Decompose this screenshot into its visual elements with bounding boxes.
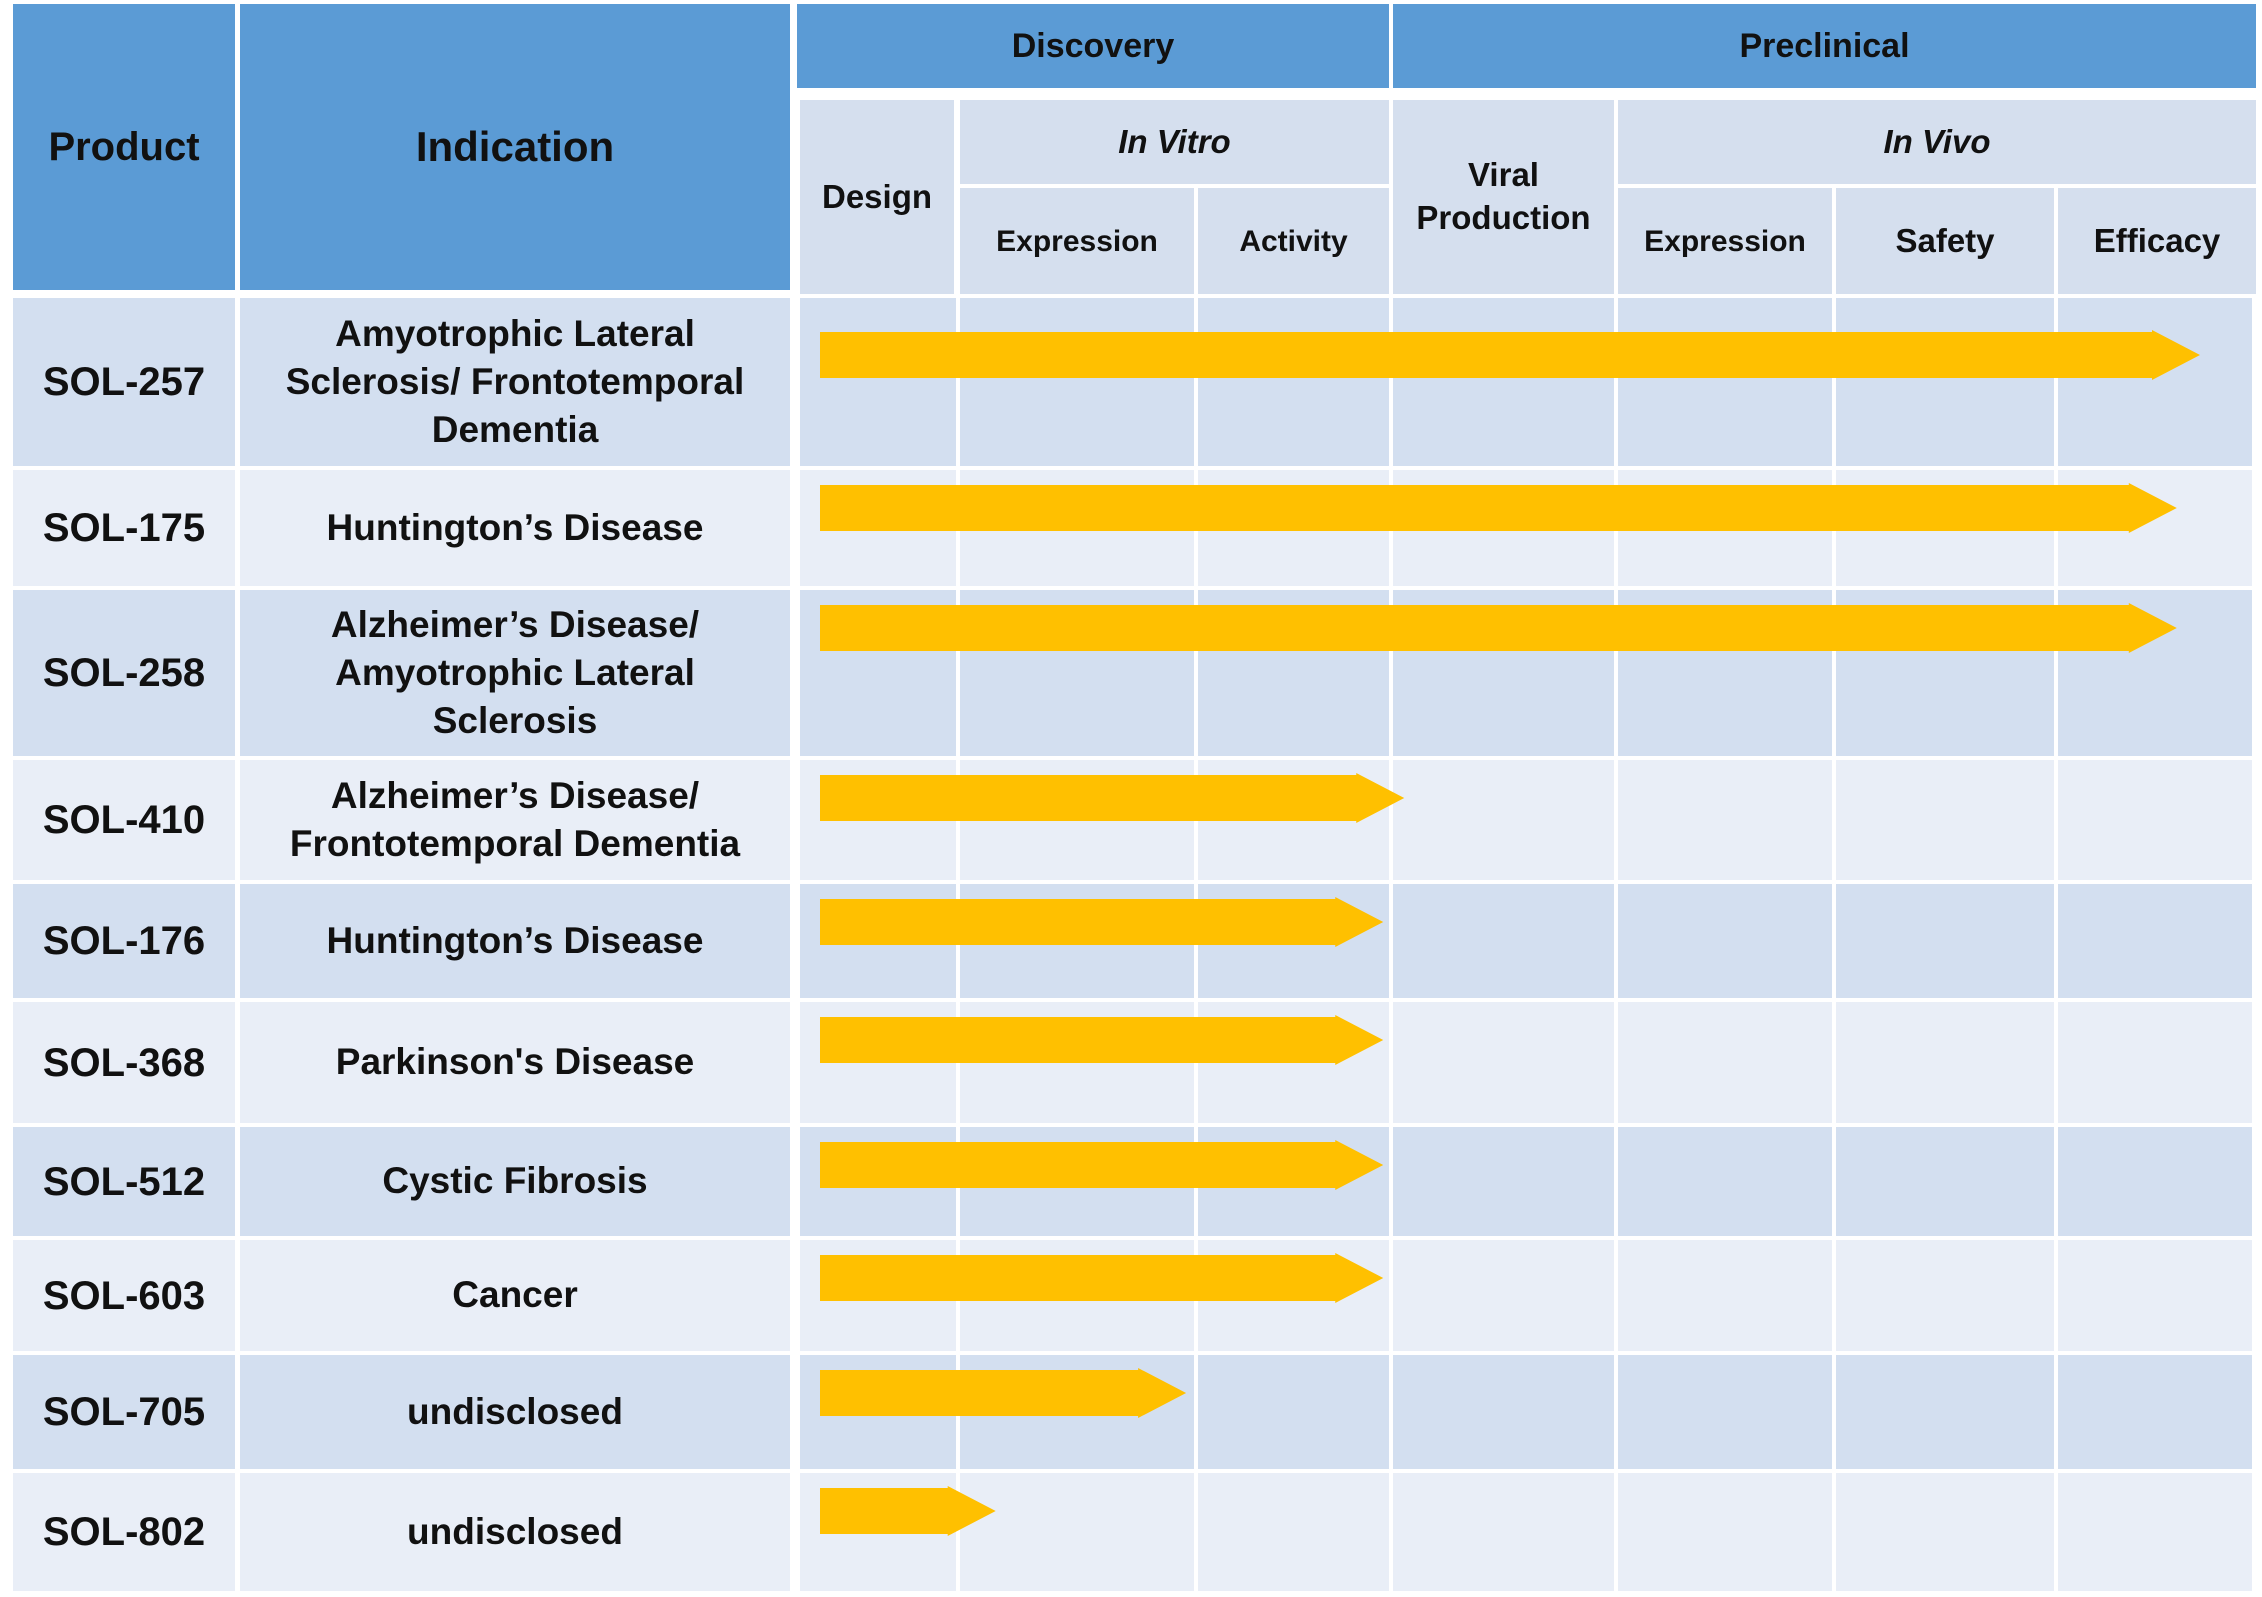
- indication-cell: Amyotrophic Lateral Sclerosis/ Frontotem…: [240, 298, 790, 466]
- stage-cell: [1393, 884, 1614, 998]
- stage-cell: [2058, 1127, 2252, 1236]
- stage-cell: [2058, 1355, 2252, 1469]
- product-cell: SOL-410: [13, 760, 235, 880]
- product-cell: SOL-802: [13, 1473, 235, 1591]
- stage-cell: [1836, 1002, 2054, 1123]
- stage-cell: [1198, 1473, 1389, 1591]
- indication-cell: Alzheimer’s Disease/ Amyotrophic Lateral…: [240, 590, 790, 756]
- stage-cell: [1836, 1240, 2054, 1351]
- stage-cell: [1393, 298, 1614, 466]
- progress-arrow-sol-368: [820, 1015, 1384, 1065]
- stage-cell: [1836, 1355, 2054, 1469]
- design-header: Design: [800, 100, 954, 294]
- product-cell: SOL-258: [13, 590, 235, 756]
- stage-cell: [2058, 298, 2252, 466]
- expression-vivo-header: Expression: [1618, 188, 1832, 294]
- stage-cell: [960, 1473, 1194, 1591]
- stage-cell: [2058, 884, 2252, 998]
- product-header: Product: [13, 4, 235, 290]
- progress-arrow-sol-258: [820, 603, 2177, 653]
- stage-cell: [1198, 298, 1389, 466]
- indication-cell: Cancer: [240, 1240, 790, 1351]
- indication-cell: undisclosed: [240, 1473, 790, 1591]
- stage-cell: [1836, 884, 2054, 998]
- progress-arrow-sol-257: [820, 330, 2200, 380]
- indication-cell: Alzheimer’s Disease/ Frontotemporal Deme…: [240, 760, 790, 880]
- stage-cell: [800, 298, 956, 466]
- indication-cell: Huntington’s Disease: [240, 884, 790, 998]
- stage-cell: [2058, 1240, 2252, 1351]
- stage-cell: [1393, 1127, 1614, 1236]
- indication-cell: Huntington’s Disease: [240, 470, 790, 586]
- stage-cell: [1198, 1355, 1389, 1469]
- stage-cell: [1618, 1240, 1832, 1351]
- product-cell: SOL-705: [13, 1355, 235, 1469]
- preclinical-phase-header: Preclinical: [1393, 4, 2256, 88]
- discovery-phase-header: Discovery: [797, 4, 1389, 88]
- progress-arrow-sol-802: [820, 1486, 996, 1536]
- stage-cell: [1618, 1002, 1832, 1123]
- stage-cell: [2058, 1473, 2252, 1591]
- product-cell: SOL-368: [13, 1002, 235, 1123]
- stage-cell: [1393, 760, 1614, 880]
- stage-cell: [1836, 298, 2054, 466]
- stage-cell: [1618, 1473, 1832, 1591]
- stage-cell: [1618, 298, 1832, 466]
- progress-arrow-sol-410: [820, 773, 1405, 823]
- stage-cell: [1836, 1473, 2054, 1591]
- expression-vitro-header: Expression: [960, 188, 1194, 294]
- stage-cell: [1393, 1355, 1614, 1469]
- progress-arrow-sol-175: [820, 483, 2177, 533]
- indication-cell: undisclosed: [240, 1355, 790, 1469]
- product-cell: SOL-257: [13, 298, 235, 466]
- stage-cell: [1618, 760, 1832, 880]
- efficacy-header: Efficacy: [2058, 188, 2256, 294]
- indication-header: Indication: [240, 4, 790, 290]
- progress-arrow-sol-603: [820, 1253, 1384, 1303]
- activity-header: Activity: [1198, 188, 1389, 294]
- indication-cell: Cystic Fibrosis: [240, 1127, 790, 1236]
- in-vivo-header: In Vivo: [1618, 100, 2256, 184]
- product-cell: SOL-175: [13, 470, 235, 586]
- progress-arrow-sol-705: [820, 1368, 1187, 1418]
- product-cell: SOL-512: [13, 1127, 235, 1236]
- stage-cell: [1836, 1127, 2054, 1236]
- progress-arrow-sol-176: [820, 897, 1384, 947]
- product-cell: SOL-603: [13, 1240, 235, 1351]
- stage-cell: [1618, 884, 1832, 998]
- stage-cell: [1393, 1240, 1614, 1351]
- stage-cell: [1393, 1473, 1614, 1591]
- viral-production-header: Viral Production: [1393, 100, 1614, 294]
- in-vitro-header: In Vitro: [960, 100, 1389, 184]
- stage-cell: [1618, 1127, 1832, 1236]
- stage-cell: [960, 298, 1194, 466]
- progress-arrow-sol-512: [820, 1140, 1384, 1190]
- indication-cell: Parkinson's Disease: [240, 1002, 790, 1123]
- stage-cell: [1836, 760, 2054, 880]
- stage-cell: [2058, 1002, 2252, 1123]
- stage-cell: [1393, 1002, 1614, 1123]
- safety-header: Safety: [1836, 188, 2054, 294]
- stage-cell: [1618, 1355, 1832, 1469]
- stage-cell: [2058, 760, 2252, 880]
- product-cell: SOL-176: [13, 884, 235, 998]
